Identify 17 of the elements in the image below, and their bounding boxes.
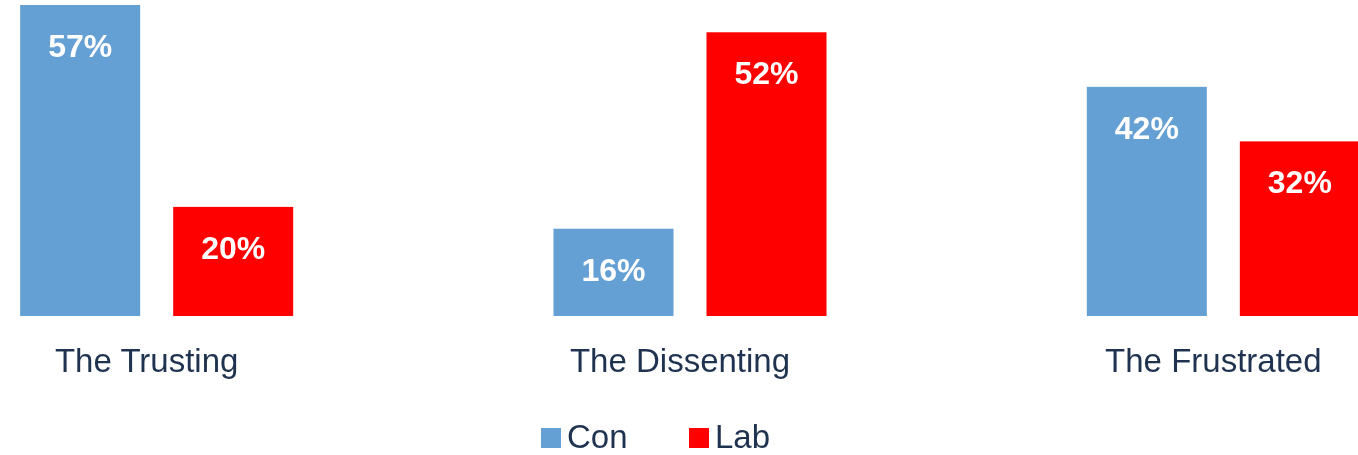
bar	[1239, 141, 1358, 316]
x-tick-label: The Frustrated	[1105, 342, 1322, 379]
bar	[173, 206, 294, 316]
data-label: 20%	[201, 229, 266, 266]
bar	[1086, 86, 1207, 316]
data-label: 16%	[581, 251, 646, 288]
bar	[553, 228, 674, 316]
legend-label: Con	[567, 418, 628, 455]
x-tick-label: The Dissenting	[569, 342, 791, 379]
data-label: 32%	[1267, 164, 1332, 201]
bar	[20, 5, 141, 316]
data-label: 42%	[1114, 109, 1179, 146]
x-tick-label: The Trusting	[54, 342, 239, 379]
legend-label: Lab	[715, 418, 771, 455]
data-label: 52%	[734, 55, 799, 92]
data-label: 57%	[48, 28, 113, 64]
bar	[706, 32, 827, 316]
